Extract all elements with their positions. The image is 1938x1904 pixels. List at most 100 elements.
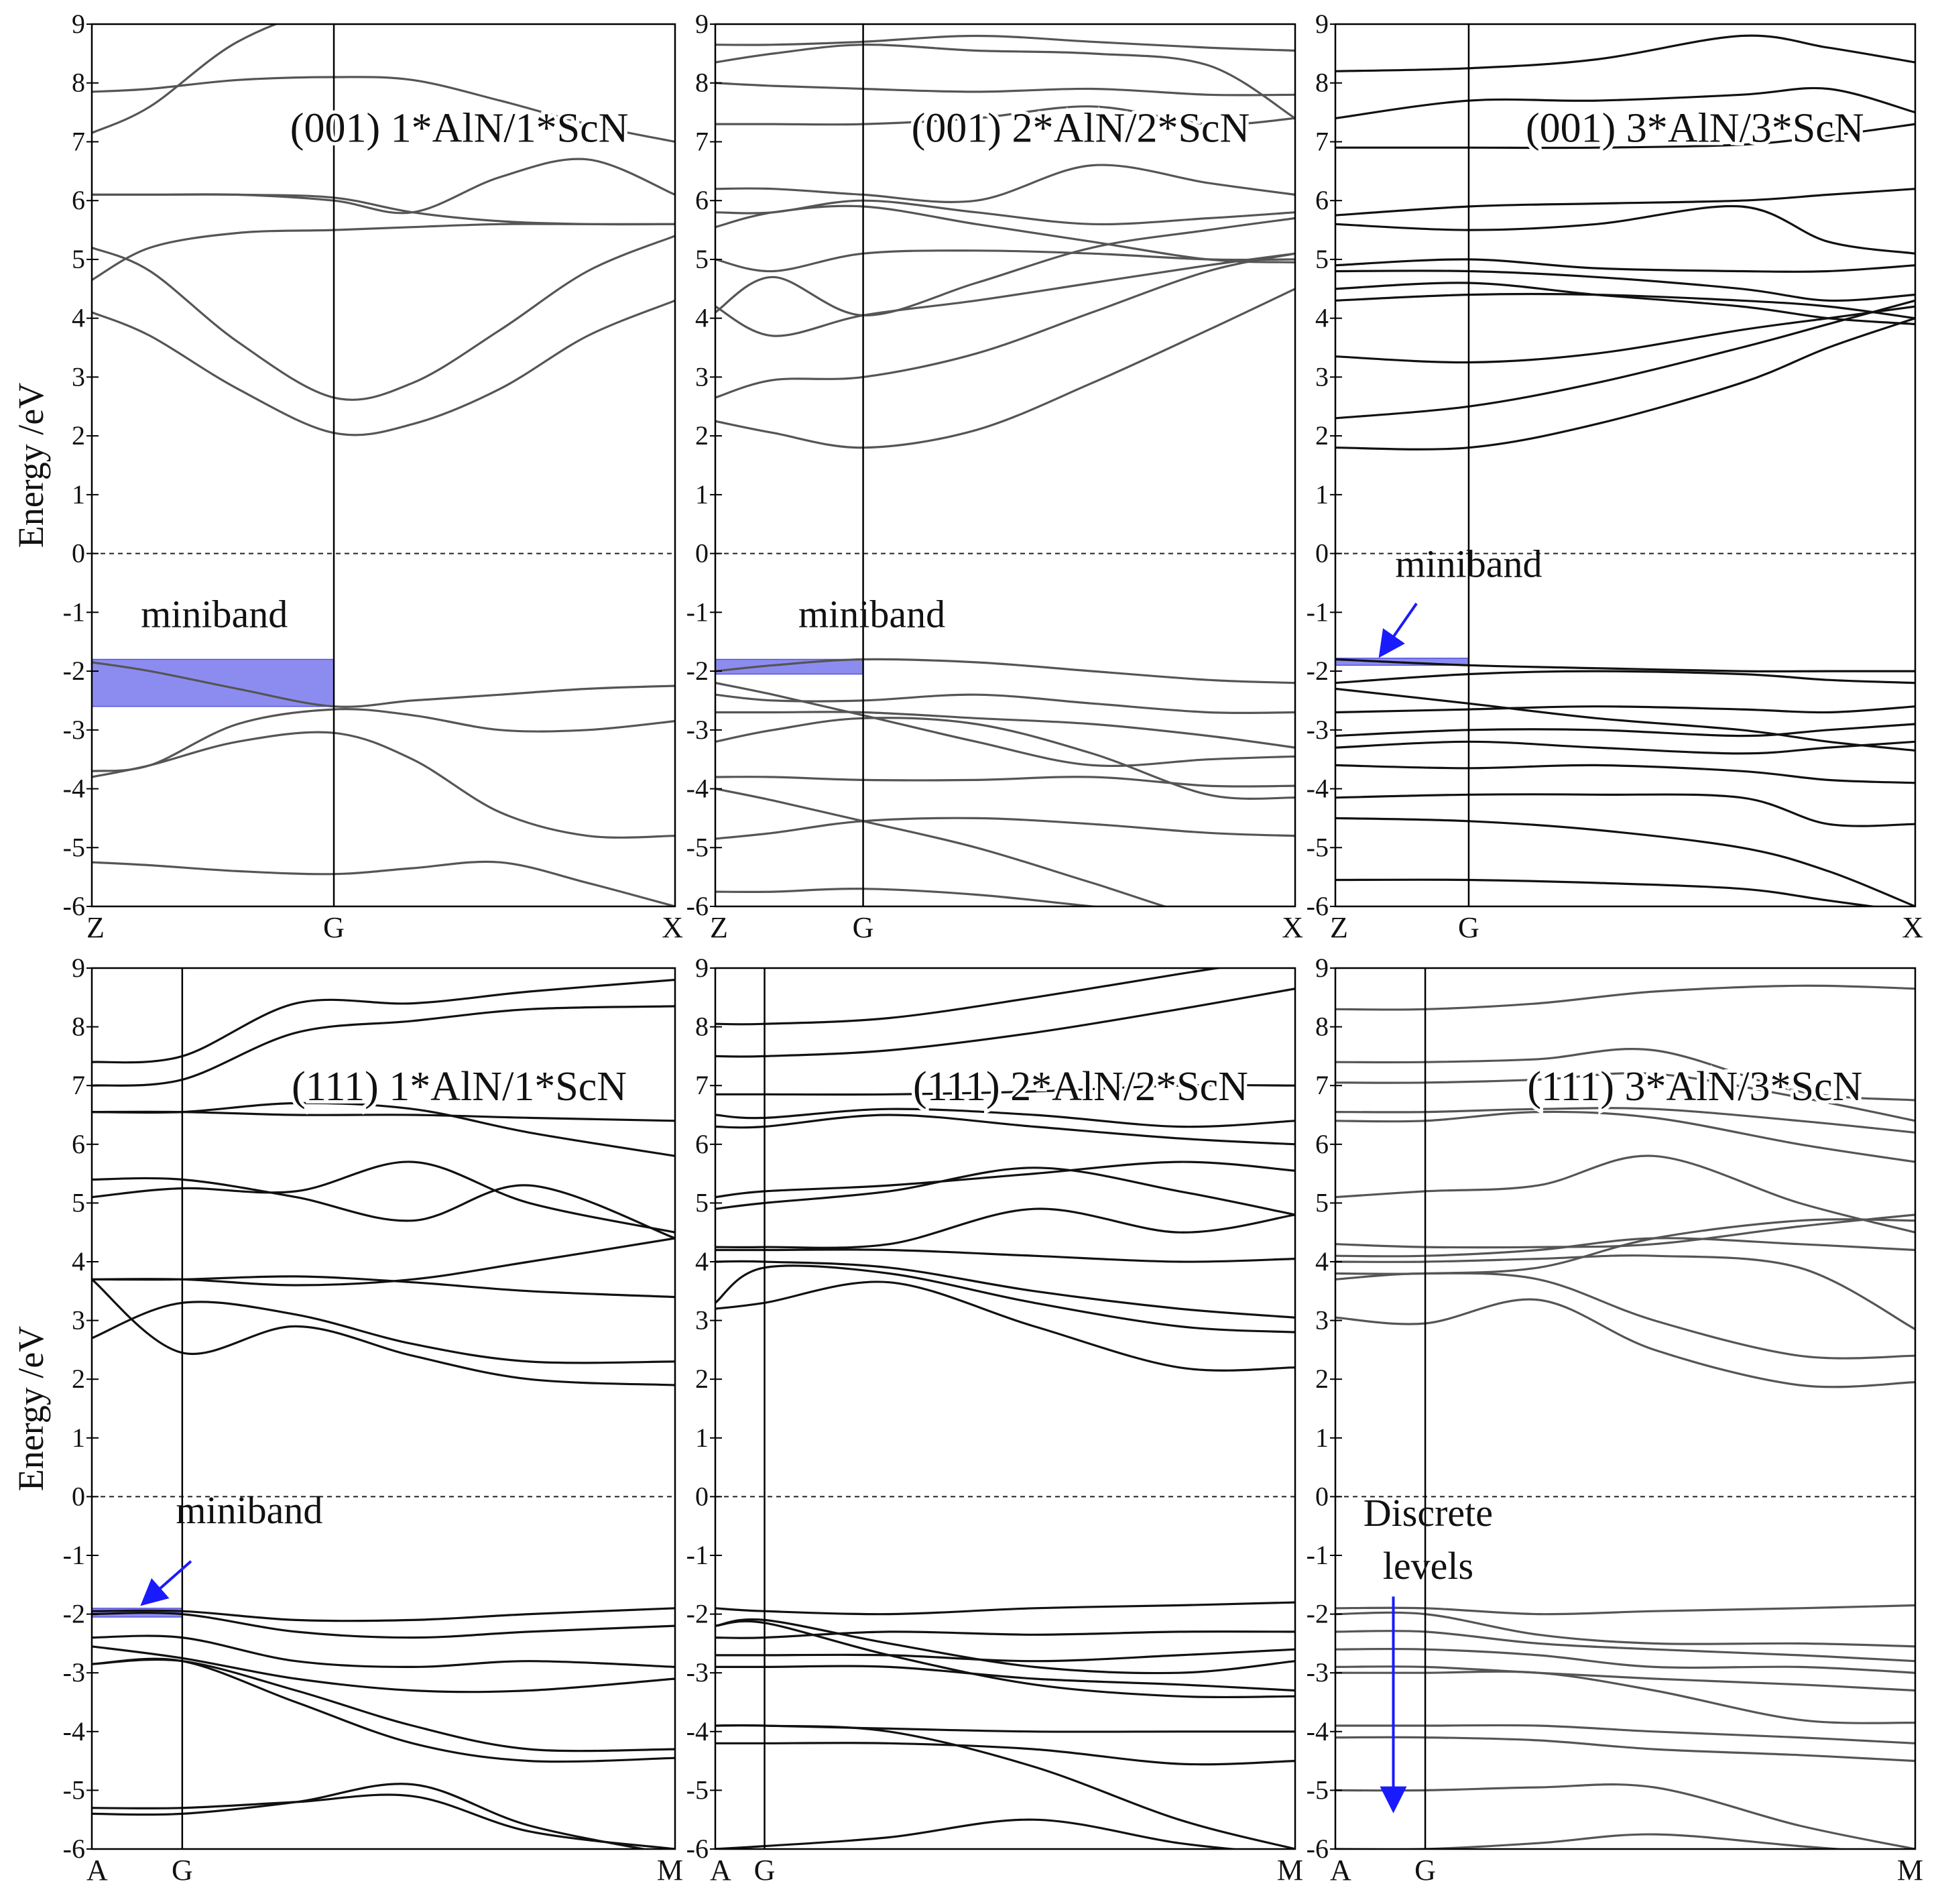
y-tick-label: 4 (72, 1246, 85, 1276)
y-tick-label: -3 (1307, 1657, 1329, 1687)
miniband-label: miniband (798, 592, 945, 636)
band-line-4 (92, 1657, 675, 1763)
band-line-15 (715, 204, 1295, 263)
plot-frame (90, 23, 676, 908)
y-tick-label: -2 (1307, 1599, 1329, 1629)
y-tick-label: 6 (1315, 185, 1329, 215)
y-tick-label: 1 (72, 479, 85, 510)
plot-frame (714, 23, 1296, 908)
y-tick-label: 8 (1315, 1012, 1329, 1042)
y-tick-label: 8 (72, 1012, 85, 1042)
band-line-12 (715, 252, 1295, 337)
y-tick-label: 7 (72, 126, 85, 156)
band-line-21 (1335, 86, 1915, 119)
y-tick-label: -2 (63, 656, 85, 686)
miniband-arrow (140, 1560, 192, 1606)
miniband-region (715, 658, 864, 675)
band-series-group (1335, 34, 1915, 906)
kpoint-label-M: M (1277, 1854, 1303, 1887)
y-tick-label: 4 (695, 303, 709, 333)
band-line-21 (715, 34, 1295, 52)
y-tick-label: -1 (63, 1540, 85, 1570)
band-series-group (1335, 984, 1915, 1849)
plot-frame (1334, 23, 1917, 908)
y-tick-label: -6 (1307, 1834, 1329, 1864)
panel-3: Z G X 9 8 7 6 5 4 3 2 1 0 -1 -2 -3 -4 -5 -6 (001) 3*AlN/3*S… (1307, 9, 1923, 944)
band-line-7 (715, 1620, 1295, 1699)
band-line-1 (1335, 1833, 1852, 1849)
y-tick-label: -6 (63, 891, 85, 921)
band-line-4 (92, 661, 675, 708)
y-tick-label: 2 (695, 1364, 709, 1394)
band-line-20 (1335, 123, 1915, 150)
y-tick-label: -1 (63, 597, 85, 627)
band-line-10 (1335, 658, 1915, 673)
kpoint-label-X: X (662, 911, 683, 944)
band-line-7 (715, 682, 1295, 768)
y-tick-label: 0 (1315, 538, 1329, 569)
kpoint-label-G: G (754, 1854, 776, 1887)
y-tick-label: -3 (1307, 715, 1329, 745)
band-line-8 (92, 193, 675, 226)
y-tick-label: 3 (1315, 361, 1329, 392)
discrete-levels-label-line2: levels (1383, 1544, 1473, 1588)
y-tick-label: -5 (1307, 832, 1329, 862)
band-line-5 (1335, 740, 1915, 755)
band-line-1 (715, 888, 1103, 906)
panel-title: (111) 1*AlN/1*ScN (292, 1064, 627, 1110)
miniband-label: miniband (176, 1488, 322, 1532)
y-tick-label: 8 (1315, 68, 1329, 98)
band-line-8 (715, 1618, 1295, 1675)
kpoint-label-Z: Z (1330, 911, 1348, 944)
band-line-14 (92, 1177, 675, 1240)
band-line-9 (1335, 670, 1915, 685)
band-line-5 (715, 1665, 1295, 1692)
band-series-group (92, 24, 675, 906)
band-line-12 (715, 1264, 1295, 1333)
band-line-3 (715, 787, 1168, 906)
band-line-13 (92, 1161, 675, 1234)
band-line-17 (1335, 1154, 1915, 1234)
y-tick-label: 1 (695, 1423, 709, 1453)
y-tick-label: 6 (1315, 1129, 1329, 1159)
y-tick-label: -6 (686, 1834, 709, 1864)
kpoint-label-G: G (853, 911, 874, 944)
band-line-11 (1335, 317, 1915, 451)
miniband-label: miniband (1395, 542, 1542, 586)
band-line-19 (715, 1108, 1295, 1128)
band-line-2 (715, 1742, 1295, 1766)
y-tick-label: 8 (695, 68, 709, 98)
y-tick-label: 0 (695, 538, 709, 569)
band-line-12 (1335, 299, 1915, 420)
kpoint-label-G: G (323, 911, 345, 944)
band-line-14 (715, 249, 1295, 273)
y-tick-label: -3 (63, 1657, 85, 1687)
y-tick-label: 6 (695, 1129, 709, 1159)
band-line-9 (92, 76, 675, 143)
y-tick-label: -4 (1307, 774, 1329, 804)
y-tick-label: 7 (695, 1070, 709, 1100)
y-tick-label: -5 (63, 1775, 85, 1805)
kpoint-label-G: G (1458, 911, 1479, 944)
band-line-13 (1335, 305, 1915, 364)
y-tick-label: 6 (72, 185, 85, 215)
y-tick-label: 0 (72, 538, 85, 569)
kpoint-label-Z: Z (710, 911, 728, 944)
y-tick-label: -4 (63, 1716, 85, 1746)
y-tick-label: -1 (1307, 1540, 1329, 1570)
y-tick-label: 7 (72, 1070, 85, 1100)
band-line-18 (1335, 204, 1915, 255)
discrete-levels-label-line1: Discrete (1364, 1491, 1493, 1535)
y-tick-label: 3 (72, 361, 85, 392)
band-line-22 (715, 968, 1225, 1026)
kpoint-label-A: A (710, 1854, 731, 1887)
y-tick-label: 8 (695, 1012, 709, 1042)
y-tick-label: -4 (686, 774, 709, 804)
band-line-11 (1335, 1298, 1915, 1388)
y-tick-label: -6 (686, 891, 709, 921)
y-tick-label: 0 (695, 1481, 709, 1511)
band-line-9 (715, 1630, 1295, 1639)
panel-title: (001) 2*AlN/2*ScN (912, 105, 1250, 151)
y-tick-label: -6 (63, 1834, 85, 1864)
band-line-10 (92, 24, 279, 134)
